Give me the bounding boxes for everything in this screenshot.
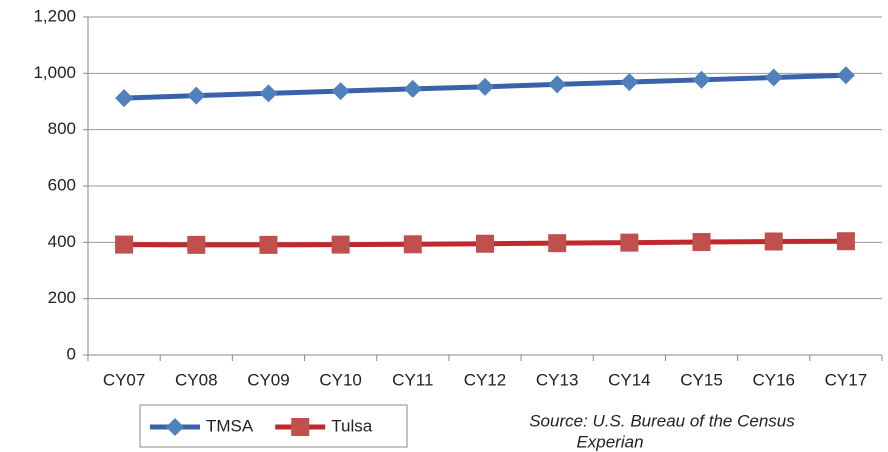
data-point xyxy=(331,235,350,254)
x-tick-label: CY07 xyxy=(103,370,146,389)
source-note: Experian xyxy=(576,432,643,451)
data-point xyxy=(548,234,567,253)
x-tick-label: CY17 xyxy=(825,370,868,389)
x-tick-label: CY10 xyxy=(319,370,362,389)
data-point xyxy=(476,234,494,253)
legend-label: TMSA xyxy=(206,416,254,435)
y-tick-label: 200 xyxy=(48,288,76,307)
data-point xyxy=(836,66,855,85)
data-point xyxy=(764,68,783,87)
data-point xyxy=(836,232,855,251)
data-point xyxy=(403,79,422,98)
data-point xyxy=(476,77,494,96)
y-tick-label: 1,000 xyxy=(33,63,76,82)
data-point xyxy=(548,75,567,94)
data-point xyxy=(259,84,278,103)
legend-label: Tulsa xyxy=(331,416,372,435)
data-point xyxy=(692,233,711,252)
data-point xyxy=(331,82,350,101)
x-tick-label: CY09 xyxy=(247,370,290,389)
data-point xyxy=(620,73,639,92)
x-tick-label: CY16 xyxy=(752,370,795,389)
legend-box xyxy=(139,404,408,448)
data-point xyxy=(403,235,422,254)
data-point xyxy=(187,86,206,105)
x-tick-label: CY11 xyxy=(392,370,433,389)
data-point xyxy=(764,232,783,251)
y-tick-label: 600 xyxy=(48,175,76,194)
y-tick-label: 1,200 xyxy=(33,6,76,25)
x-tick-label: CY13 xyxy=(536,370,579,389)
source-note: Source: U.S. Bureau of the Census xyxy=(529,411,795,430)
x-tick-label: CY15 xyxy=(680,370,723,389)
data-point xyxy=(115,89,134,108)
data-point xyxy=(620,233,639,252)
x-tick-label: CY14 xyxy=(608,370,651,389)
legend-marker xyxy=(166,418,184,436)
data-point xyxy=(692,70,711,89)
y-tick-label: 0 xyxy=(67,344,76,363)
data-point xyxy=(115,235,134,254)
x-tick-label: CY08 xyxy=(175,370,218,389)
data-point xyxy=(259,235,278,254)
x-tick-label: CY12 xyxy=(464,370,507,389)
data-point xyxy=(187,235,206,254)
legend-marker xyxy=(291,418,310,436)
y-tick-label: 400 xyxy=(48,232,76,251)
y-tick-label: 800 xyxy=(48,119,76,138)
